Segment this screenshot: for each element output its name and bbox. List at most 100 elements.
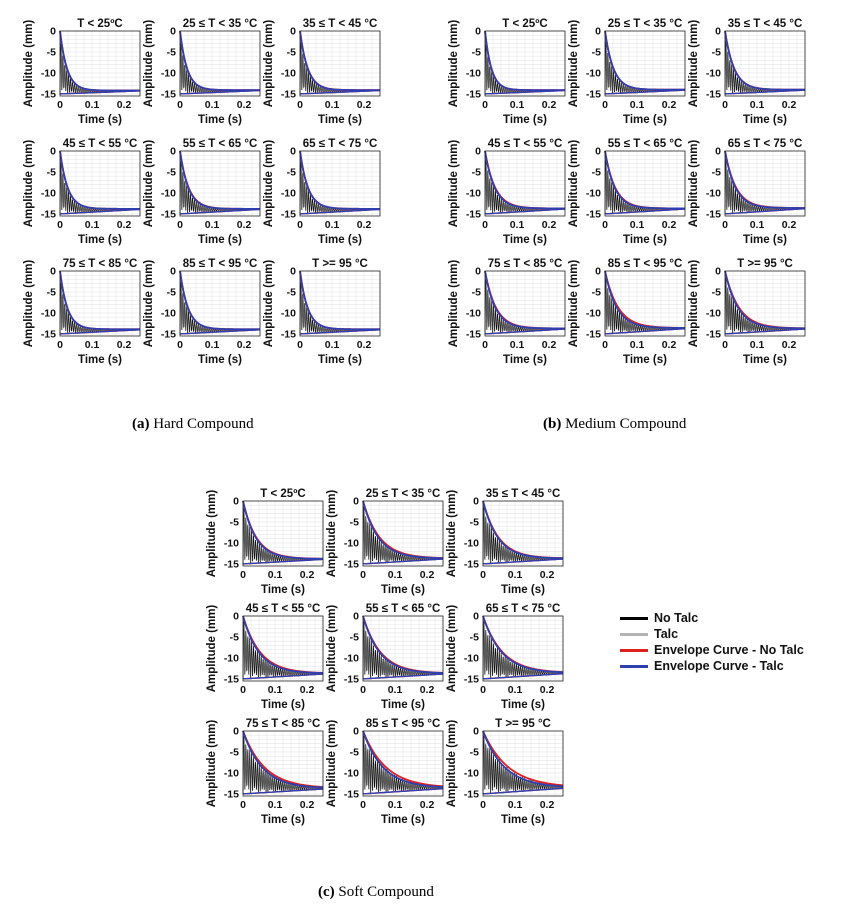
y-tick-label: -15 xyxy=(586,88,601,100)
axes-box xyxy=(482,730,564,797)
subplot-title: 85 ≤ T < 95 °C xyxy=(366,718,441,730)
y-axis-label: Amplitude (mm) xyxy=(263,20,275,108)
axes-box xyxy=(299,270,381,337)
x-tick-label: 0.1 xyxy=(268,569,283,581)
x-axis-label: Time (s) xyxy=(743,354,787,366)
axes-box xyxy=(604,270,686,337)
x-tick-label: 0 xyxy=(602,219,608,231)
y-tick-label: 0 xyxy=(290,146,296,158)
x-axis-label: Time (s) xyxy=(743,114,787,126)
axes-box xyxy=(179,270,261,337)
legend-swatch-envelope-no-talc xyxy=(620,648,648,652)
x-axis-label: Time (s) xyxy=(198,114,242,126)
x-tick-label: 0.2 xyxy=(357,99,372,111)
caption-c-text: Soft Compound xyxy=(338,884,434,900)
y-axis-label: Amplitude (mm) xyxy=(263,260,275,348)
legend-swatch-talc xyxy=(620,632,648,636)
x-tick-label: 0.2 xyxy=(662,99,677,111)
x-axis-label: Time (s) xyxy=(503,354,547,366)
x-tick-label: 0 xyxy=(297,219,303,231)
x-axis-label: Time (s) xyxy=(318,234,362,246)
x-axis-label: Time (s) xyxy=(501,699,545,711)
axes-box xyxy=(724,30,806,97)
envelope-talc-lower xyxy=(362,673,444,680)
x-axis-label: Time (s) xyxy=(198,354,242,366)
y-tick-label: -5 xyxy=(287,286,296,298)
subplot-title: 25 ≤ T < 35 °C xyxy=(608,18,683,30)
x-tick-label: 0 xyxy=(177,99,183,111)
x-tick-label: 0.1 xyxy=(508,799,523,811)
x-tick-label: 0 xyxy=(602,339,608,351)
envelope-talc xyxy=(482,730,564,788)
y-axis-label: Amplitude (mm) xyxy=(688,140,700,228)
subplot-0-8: 0 0.1 0.2 0 -5 -10 -15 T >= 95 °C Time (s) Amplit… xyxy=(263,258,381,366)
x-tick-label: 0.2 xyxy=(662,219,677,231)
x-axis-label: Time (s) xyxy=(623,354,667,366)
y-axis-label: Amplitude (mm) xyxy=(23,20,35,108)
y-axis-label: Amplitude (mm) xyxy=(326,490,338,578)
subplot-1-5: 0 0.1 0.2 0 -5 -10 -15 65 ≤ T < 75 °C Time (s) Am… xyxy=(688,138,806,246)
y-tick-label: -10 xyxy=(344,767,359,779)
envelope-talc-lower xyxy=(179,329,261,335)
subplot-title: T < 25ºC xyxy=(260,488,305,500)
subplot-title: 25 ≤ T < 35 °C xyxy=(366,488,441,500)
y-tick-label: -15 xyxy=(706,208,721,220)
subplot-title: 45 ≤ T < 55 °C xyxy=(63,138,138,150)
y-tick-label: 0 xyxy=(290,266,296,278)
y-tick-label: -10 xyxy=(281,307,296,319)
envelope-talc xyxy=(362,730,444,788)
x-tick-label: 0.2 xyxy=(540,569,555,581)
x-axis-label: Time (s) xyxy=(318,354,362,366)
y-tick-label: -15 xyxy=(464,788,479,800)
y-axis-label: Amplitude (mm) xyxy=(568,260,580,348)
axes-box xyxy=(724,150,806,217)
subplot-1-3: 0 0.1 0.2 0 -5 -10 -15 45 ≤ T < 55 °C Time (s) Am… xyxy=(448,138,566,246)
subplot-0-4: 0 0.1 0.2 0 -5 -10 -15 55 ≤ T < 65 °C Time (s) Am… xyxy=(143,138,261,246)
x-tick-label: 0 xyxy=(297,99,303,111)
envelope-talc-lower xyxy=(604,89,686,95)
envelope-talc xyxy=(482,615,564,674)
envelope-talc xyxy=(724,30,805,91)
y-tick-label: -15 xyxy=(41,208,56,220)
x-tick-label: 0 xyxy=(360,684,366,696)
y-tick-label: 0 xyxy=(50,146,56,158)
y-tick-label: -15 xyxy=(466,88,481,100)
x-axis-label: Time (s) xyxy=(318,114,362,126)
x-axis-label: Time (s) xyxy=(381,584,425,596)
subplot-title: 45 ≤ T < 55 °C xyxy=(488,138,563,150)
envelope-talc xyxy=(724,270,806,330)
x-tick-label: 0.1 xyxy=(750,219,765,231)
x-axis-label: Time (s) xyxy=(78,114,122,126)
y-tick-label: -5 xyxy=(350,746,359,758)
x-tick-label: 0.2 xyxy=(300,569,315,581)
y-tick-label: -15 xyxy=(344,558,359,570)
subplot-title: 45 ≤ T < 55 °C xyxy=(246,603,321,615)
x-tick-label: 0.2 xyxy=(117,339,132,351)
envelope-talc-lower xyxy=(299,329,381,335)
x-tick-label: 0 xyxy=(722,99,728,111)
y-tick-label: 0 xyxy=(473,496,479,508)
y-tick-label: 0 xyxy=(715,146,721,158)
x-tick-label: 0.2 xyxy=(300,684,315,696)
envelope-talc-lower xyxy=(362,558,444,565)
subplot-1-0: 0 0.1 0.2 0 -5 -10 -15 T < 25ºC Time (s) Amplitud… xyxy=(448,18,566,126)
x-tick-label: 0.2 xyxy=(357,339,372,351)
y-tick-label: -10 xyxy=(281,67,296,79)
subplot-title: 75 ≤ T < 85 °C xyxy=(246,718,321,730)
envelope-talc xyxy=(59,270,140,331)
x-tick-label: 0.2 xyxy=(782,339,797,351)
y-axis-label: Amplitude (mm) xyxy=(23,260,35,348)
y-tick-label: -15 xyxy=(706,88,721,100)
x-axis-label: Time (s) xyxy=(261,699,305,711)
axes-box xyxy=(604,30,686,97)
x-tick-label: 0 xyxy=(240,684,246,696)
envelope-talc-lower xyxy=(484,89,566,95)
y-axis-label: Amplitude (mm) xyxy=(688,20,700,108)
x-tick-label: 0 xyxy=(177,219,183,231)
y-tick-label: -5 xyxy=(470,631,479,643)
subplot-2-2: 0 0.1 0.2 0 -5 -10 -15 35 ≤ T < 45 °C Time (s) Am… xyxy=(446,488,564,596)
x-axis-label: Time (s) xyxy=(501,584,545,596)
y-tick-label: 0 xyxy=(475,26,481,38)
caption-b-letter: (b) xyxy=(543,416,562,432)
